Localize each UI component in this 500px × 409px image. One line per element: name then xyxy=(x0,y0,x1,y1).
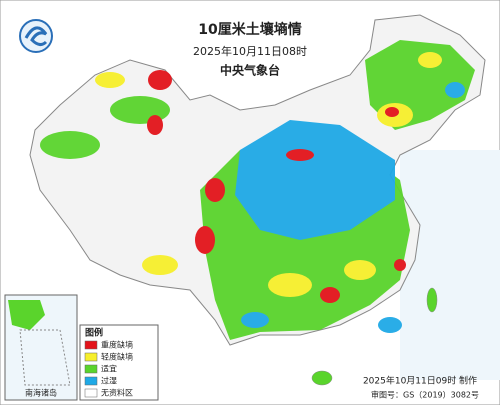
agency: 中央气象台 xyxy=(220,63,280,78)
hainan xyxy=(311,370,333,386)
taiwan xyxy=(426,287,438,313)
legend-label: 重度缺墒 xyxy=(101,340,133,350)
area-light-dry xyxy=(268,273,312,297)
inset-label: 南海诸岛 xyxy=(25,388,57,398)
legend-box xyxy=(79,324,159,401)
footer-made: 2025年10月11日09时 制作 xyxy=(363,375,477,387)
area-light-dry xyxy=(95,72,125,88)
area-wet xyxy=(378,317,402,333)
title: 10厘米土壤墒情 xyxy=(198,21,301,38)
legend-swatch xyxy=(84,340,98,350)
legend-label: 轻度缺墒 xyxy=(101,352,133,362)
legend-label: 适宜 xyxy=(101,364,117,374)
area-severe-dry xyxy=(286,149,314,161)
area-wet xyxy=(445,82,465,98)
time: 2025年10月11日08时 xyxy=(193,44,307,58)
area-light-dry xyxy=(418,52,442,68)
legend-swatch xyxy=(84,388,98,398)
area-severe-dry xyxy=(195,226,215,254)
legend-label: 无资料区 xyxy=(101,388,133,398)
area-wet xyxy=(241,312,269,328)
logo-mark xyxy=(24,26,48,47)
sea xyxy=(400,150,500,380)
area-light-dry xyxy=(142,255,178,275)
inset-land xyxy=(8,300,45,330)
footer-review: 审图号：GS（2019）3082号 xyxy=(371,390,479,400)
area-severe-dry xyxy=(148,70,172,90)
area-severe-dry xyxy=(394,259,406,271)
area-severe-dry xyxy=(385,107,399,117)
area-wet xyxy=(235,120,395,240)
area-severe-dry xyxy=(205,178,225,202)
area-suitable xyxy=(40,131,100,159)
legend-label: 过湿 xyxy=(101,376,117,386)
area-light-dry xyxy=(344,260,376,280)
area-severe-dry xyxy=(147,115,163,135)
legend-title: 图例 xyxy=(85,327,103,339)
legend-swatch xyxy=(84,352,98,362)
soil-moisture-areas xyxy=(40,40,475,340)
legend-swatch xyxy=(84,376,98,386)
legend-swatch xyxy=(84,364,98,374)
area-severe-dry xyxy=(320,287,340,303)
